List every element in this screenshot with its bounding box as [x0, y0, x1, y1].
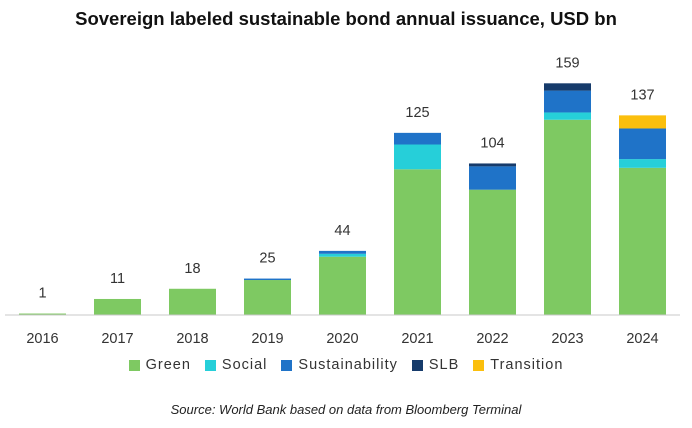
data-label-2021: 125: [405, 105, 429, 121]
bar-green-2020: [319, 256, 366, 315]
legend: Green Social Sustainability SLB Transition: [0, 357, 692, 373]
x-tick-labels: 2016 2017 2018 2019 2020 2021 2022 2023 2024: [26, 331, 658, 347]
legend-swatch-sustainability: [281, 359, 293, 371]
data-label-2024: 137: [630, 87, 654, 103]
legend-swatch-green: [128, 359, 140, 371]
legend-swatch-social: [204, 359, 216, 371]
data-label-2016: 1: [38, 286, 46, 302]
source-note: Source: World Bank based on data from Bl…: [170, 402, 522, 417]
data-label-2020: 44: [334, 223, 350, 239]
legend-label-slb: SLB: [428, 357, 460, 373]
legend-label-social: Social: [221, 357, 268, 373]
bar-social-2023: [544, 112, 591, 120]
bar-sustainability-2024: [619, 128, 666, 160]
bar-green-2018: [169, 288, 216, 315]
data-label-2017: 11: [110, 271, 125, 287]
chart-title: Sovereign labeled sustainable bond annua…: [75, 8, 617, 29]
x-tick-2024: 2024: [626, 331, 658, 347]
x-tick-2020: 2020: [326, 331, 358, 347]
legend-item-social: Social: [204, 357, 268, 373]
data-label-2022: 104: [480, 135, 504, 151]
data-label-2019: 25: [259, 251, 275, 267]
data-label-2018: 18: [184, 261, 200, 277]
x-tick-2019: 2019: [251, 331, 283, 347]
x-tick-2021: 2021: [401, 331, 433, 347]
bar-sustainability-2020: [319, 250, 366, 254]
bar-sustainability-2021: [394, 132, 441, 145]
bar-social-2021: [394, 144, 441, 170]
bars-layer: [19, 83, 666, 315]
legend-item-sustainability: Sustainability: [281, 357, 397, 373]
bar-transition-2024: [619, 115, 666, 129]
legend-label-transition: Transition: [490, 357, 564, 373]
bar-green-2022: [469, 189, 516, 315]
bar-social-2024: [619, 159, 666, 168]
x-tick-2018: 2018: [176, 331, 208, 347]
bar-green-2019: [244, 280, 291, 315]
bar-sustainability-2019: [244, 278, 291, 281]
legend-label-sustainability: Sustainability: [298, 357, 398, 373]
legend-swatch-slb: [411, 359, 423, 371]
bar-green-2016: [19, 313, 66, 315]
bar-green-2021: [394, 169, 441, 315]
x-tick-2022: 2022: [476, 331, 508, 347]
data-label-2023: 159: [555, 55, 579, 71]
bar-slb-2022: [469, 163, 516, 167]
bar-slb-2023: [544, 83, 591, 91]
chart: 2016 2017 2018 2019 2020 2021 2022 2023 2024 111…: [5, 55, 680, 347]
legend-item-transition: Transition: [473, 357, 563, 373]
bar-social-2020: [319, 253, 366, 257]
bar-sustainability-2022: [469, 166, 516, 190]
x-tick-2017: 2017: [101, 331, 133, 347]
legend-item-green: Green: [128, 357, 191, 373]
legend-item-slb: SLB: [411, 357, 460, 373]
legend-swatch-transition: [473, 359, 485, 371]
x-tick-2023: 2023: [551, 331, 583, 347]
bar-sustainability-2023: [544, 90, 591, 113]
bar-green-2017: [94, 298, 141, 315]
legend-label-green: Green: [145, 357, 191, 373]
bar-green-2024: [619, 167, 666, 315]
bar-green-2023: [544, 119, 591, 315]
x-tick-2016: 2016: [26, 331, 58, 347]
